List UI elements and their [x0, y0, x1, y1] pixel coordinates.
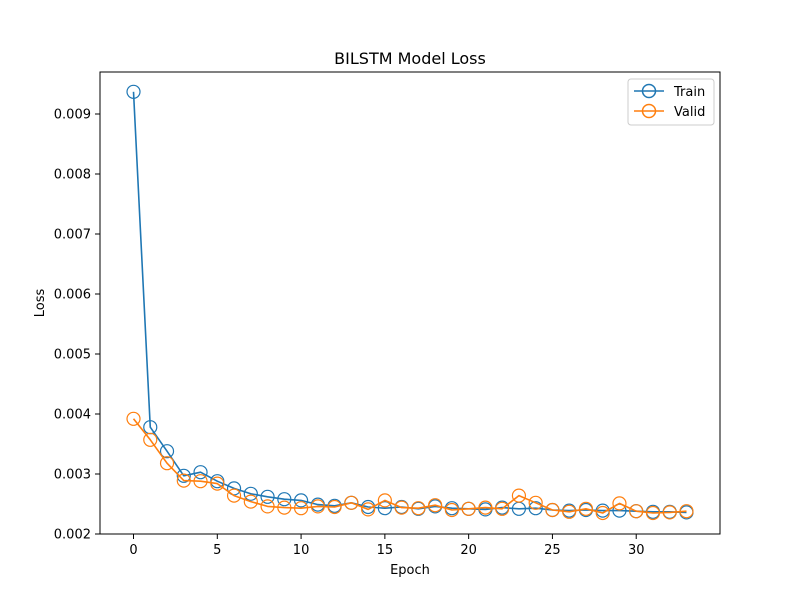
x-tick-label: 25 [544, 543, 561, 558]
valid-point [511, 488, 527, 503]
valid-point [562, 504, 577, 519]
plot-frame [99, 71, 721, 535]
valid-point [545, 502, 560, 518]
series-valid [126, 411, 694, 521]
legend-train-label: Train [673, 85, 705, 100]
valid-point [344, 495, 359, 510]
train-point [277, 492, 292, 507]
valid-point [260, 499, 275, 514]
y-tick-label: 0.006 [54, 288, 91, 303]
y-tick-label: 0.007 [54, 228, 91, 243]
valid-point [595, 505, 610, 521]
train-point [377, 501, 392, 516]
train-point [243, 486, 258, 501]
valid-point [645, 505, 661, 521]
x-tick-label: 15 [377, 543, 394, 558]
y-axis-ticks: 0.002 0.003 0.004 0.005 0.006 0.007 0.008 0.009 [54, 108, 100, 543]
x-axis-ticks: 0 5 10 15 20 25 30 [129, 534, 644, 558]
valid-point [143, 432, 158, 447]
y-axis-label: Loss [33, 289, 48, 318]
x-tick-label: 10 [293, 543, 310, 558]
train-point [193, 465, 208, 480]
x-tick-label: 5 [213, 543, 221, 558]
train-point [159, 444, 175, 459]
valid-point [578, 501, 594, 516]
train-point [293, 493, 309, 508]
x-tick-label: 30 [628, 543, 645, 558]
valid-point [126, 411, 141, 426]
legend-valid-marker [641, 103, 657, 119]
valid-point [327, 499, 342, 515]
valid-point [495, 501, 510, 516]
valid-point [612, 496, 627, 511]
train-point [260, 489, 275, 504]
valid-point [193, 474, 208, 489]
valid-point [243, 494, 258, 509]
valid-point [159, 456, 175, 471]
legend: Train Valid [627, 78, 715, 126]
valid-point [444, 502, 459, 518]
y-tick-label: 0.003 [54, 468, 91, 483]
valid-point [293, 501, 309, 516]
plot-area [100, 72, 720, 534]
train-point [126, 84, 141, 99]
chart-title: BILSTM Model Loss [334, 49, 486, 68]
valid-point [679, 504, 694, 519]
valid-point [394, 500, 409, 515]
y-tick-label: 0.005 [54, 348, 91, 363]
y-tick-label: 0.002 [54, 528, 91, 543]
valid-point [478, 500, 493, 515]
valid-point [310, 499, 325, 514]
x-axis-label: Epoch [390, 563, 430, 578]
y-tick-label: 0.004 [54, 408, 91, 423]
valid-point [377, 493, 392, 508]
valid-point [528, 495, 543, 510]
valid-point [411, 501, 426, 516]
valid-point [361, 502, 376, 517]
valid-point [226, 488, 242, 503]
legend-valid-label: Valid [674, 105, 705, 120]
valid-point [176, 473, 191, 488]
valid-point [210, 476, 225, 491]
series-layer [126, 84, 694, 521]
x-tick-label: 20 [460, 543, 477, 558]
x-tick-label: 0 [129, 543, 137, 558]
valid-point [428, 498, 443, 513]
valid-point [461, 501, 476, 516]
y-tick-label: 0.008 [54, 168, 91, 183]
valid-point [277, 500, 292, 515]
legend-train-marker [641, 83, 657, 99]
train-point [176, 468, 191, 483]
y-tick-label: 0.009 [54, 108, 91, 123]
valid-line [132, 418, 687, 514]
train-point [528, 501, 543, 516]
valid-point [662, 505, 677, 520]
valid-point [629, 504, 644, 519]
